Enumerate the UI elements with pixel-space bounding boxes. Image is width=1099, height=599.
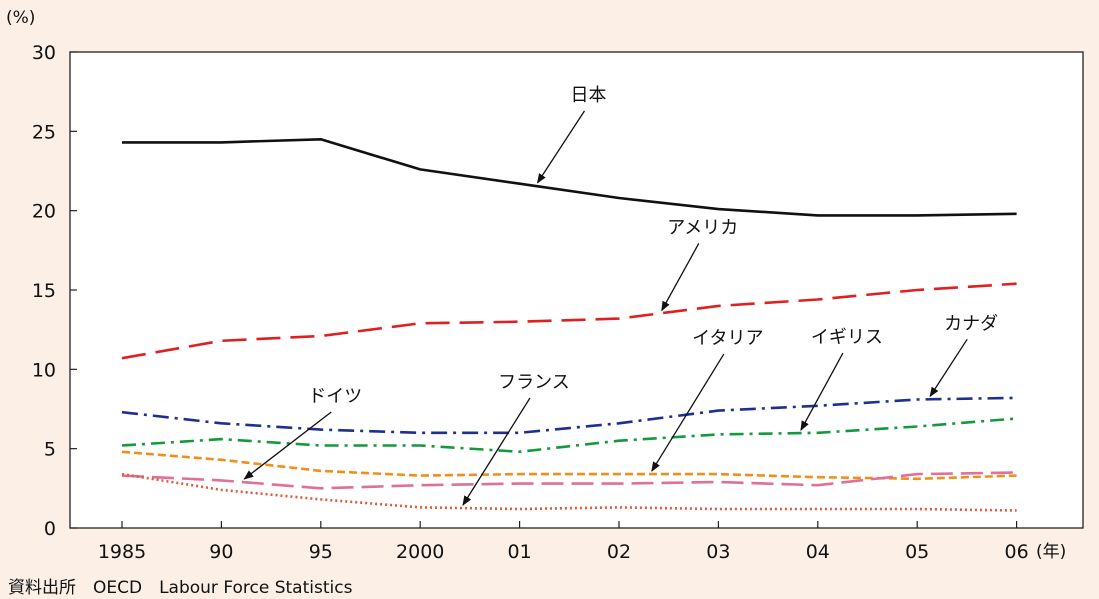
x-tick-label: 02 (607, 541, 631, 563)
series-line (121, 417, 1017, 454)
series-line (122, 138, 1017, 217)
series-label: ドイツ (308, 386, 362, 407)
y-tick-label: 0 (44, 518, 56, 540)
series-line (121, 472, 1017, 512)
x-tick-label: 90 (209, 541, 233, 563)
y-tick-label: 10 (32, 359, 56, 381)
y-tick-label: 15 (32, 280, 56, 302)
annotation-arrow (651, 353, 725, 472)
annotation-arrow (800, 352, 844, 431)
x-axis: 1985 90 95 2000 01 02 03 04 05 06 (98, 521, 1029, 563)
series-label: イタリア (692, 328, 763, 349)
annotation-arrow (462, 397, 531, 506)
x-tick-label: 1985 (98, 541, 146, 563)
x-tick-label: 06 (1005, 541, 1029, 563)
annotation-arrow (536, 110, 586, 184)
annotation-arrow (929, 338, 968, 398)
x-tick-label: 04 (806, 541, 830, 563)
series-line (121, 396, 1017, 435)
series-label: 日本 (571, 85, 607, 106)
y-tick-label: 5 (44, 439, 56, 461)
series-label: カナダ (944, 313, 998, 334)
annotation-arrow (243, 411, 332, 480)
y-tick-label: 25 (32, 121, 56, 143)
x-tick-label: 01 (508, 541, 532, 563)
source-note: 資料出所 OECD Labour Force Statistics (8, 578, 353, 598)
series-label: イギリス (811, 327, 883, 348)
x-tick-label: 03 (706, 541, 730, 563)
y-axis: 0 5 10 15 20 25 30 (32, 42, 77, 540)
y-tick-label: 30 (32, 42, 56, 64)
x-tick-label: 95 (309, 541, 333, 563)
x-tick-label: 2000 (396, 541, 444, 563)
y-unit-label: (%) (6, 8, 35, 28)
annotation-arrow (661, 243, 700, 312)
x-tick-label: 05 (905, 541, 929, 563)
y-tick-label: 20 (32, 201, 56, 223)
x-unit-label: (年) (1036, 542, 1066, 562)
series-line (121, 450, 1017, 481)
series-lines (121, 138, 1017, 512)
series-line (121, 282, 1017, 360)
series-label: フランス (498, 372, 570, 393)
series-label: アメリカ (667, 217, 738, 238)
